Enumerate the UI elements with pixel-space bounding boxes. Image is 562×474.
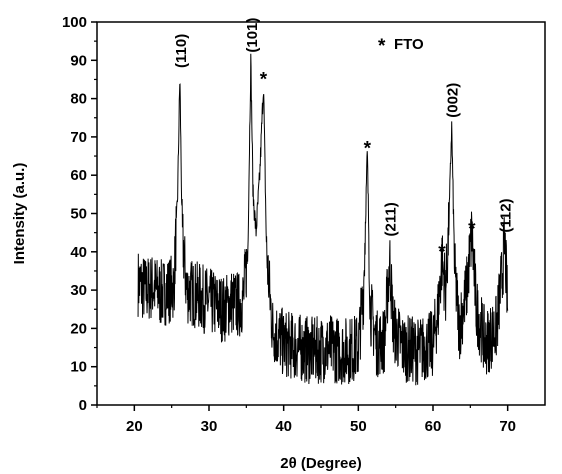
x-tick-label: 20 [126, 418, 143, 435]
peak-label: (110) [173, 34, 190, 68]
peak-label: (211) [383, 202, 400, 236]
y-tick-label: 0 [79, 397, 87, 414]
legend: * FTO [378, 36, 424, 57]
y-tick-label: 100 [62, 14, 87, 31]
x-tick-label: 70 [499, 418, 516, 435]
peak-label: (101) [244, 18, 261, 53]
x-tick-label: 60 [425, 418, 442, 435]
peak-label: (002) [445, 83, 462, 118]
series-group [137, 53, 509, 386]
fto-marker: * [438, 242, 446, 263]
fto-marker: * [260, 70, 268, 91]
y-tick-label: 40 [70, 244, 87, 261]
fto-marker: * [468, 219, 476, 240]
x-axis-label: 2θ (Degree) [280, 455, 361, 472]
y-tick-label: 80 [70, 91, 87, 108]
x-tick-label: 30 [201, 418, 218, 435]
legend-label: FTO [394, 36, 424, 53]
y-tick-label: 60 [70, 167, 87, 184]
legend-symbol: * [378, 36, 386, 57]
fto-marker: * [364, 139, 372, 160]
y-tick-label: 20 [70, 320, 87, 337]
axes: 20 30 40 50 60 70 0 10 20 30 40 50 60 70 80 90 100 [62, 14, 546, 435]
series-line [137, 53, 509, 386]
peak-label: (112) [498, 198, 515, 232]
y-tick-label: 70 [70, 129, 87, 146]
y-tick-label: 90 [70, 52, 87, 69]
y-tick-label: 10 [70, 359, 87, 376]
y-tick-label: 50 [70, 206, 87, 223]
x-tick-label: 50 [350, 418, 367, 435]
annotations: (110) (101) * * (211) * (002) * (112) [173, 18, 515, 263]
x-tick-label: 40 [275, 418, 292, 435]
y-axis-label: Intensity (a.u.) [11, 163, 28, 265]
y-tick-label: 30 [70, 282, 87, 299]
